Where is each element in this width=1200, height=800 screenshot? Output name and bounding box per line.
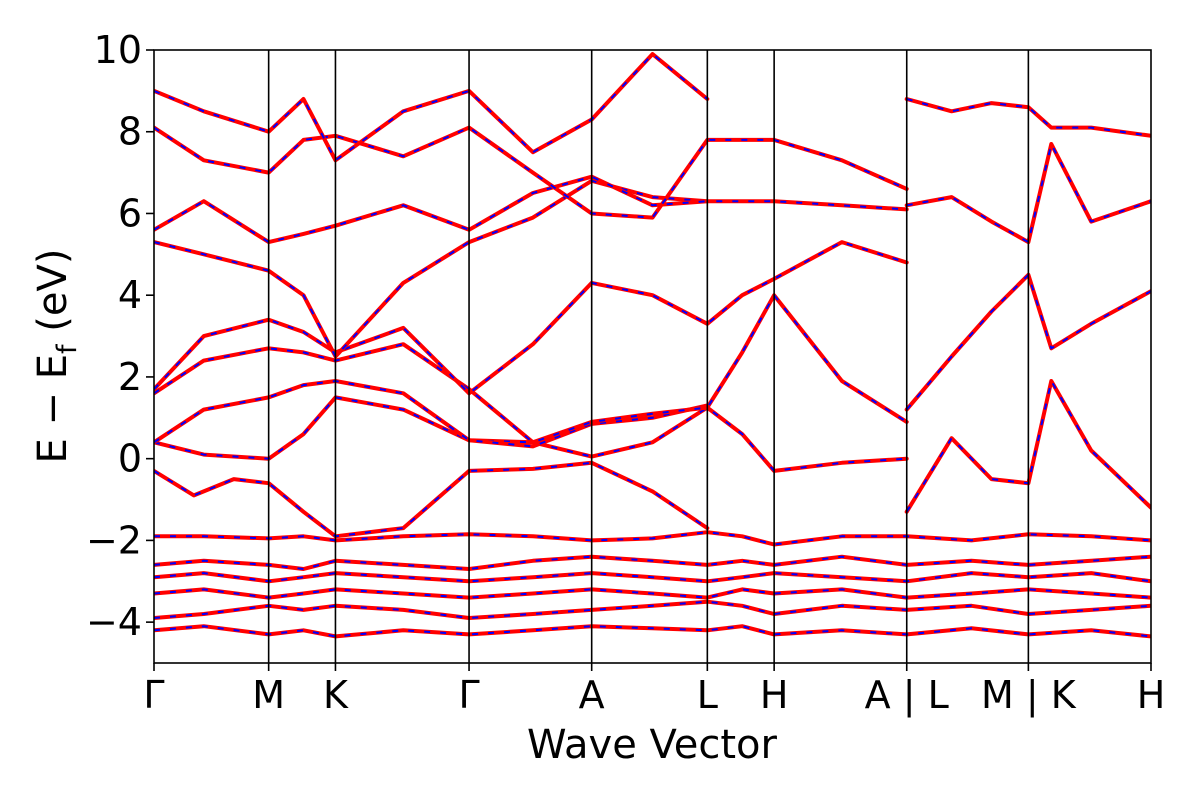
x-tick-label: A <box>579 673 605 717</box>
y-tick-label: 6 <box>118 191 142 235</box>
y-tick-label: 8 <box>118 110 142 154</box>
band-line-dashed <box>154 175 708 244</box>
band-line-solid <box>154 174 710 245</box>
band-line-solid <box>154 379 710 449</box>
band-line-dashed <box>154 241 908 395</box>
band-line-solid <box>154 125 909 220</box>
band-line-dashed <box>154 588 1151 599</box>
band-lines <box>154 52 1151 639</box>
x-tick-label: Γ <box>143 673 164 717</box>
y-tick-label: 2 <box>118 355 142 399</box>
x-tick-label: M | K <box>981 673 1077 718</box>
y-tick-label: 0 <box>118 437 142 481</box>
x-tick-label: H <box>760 673 789 717</box>
band-line-solid <box>154 293 909 445</box>
x-tick-label: A | L <box>865 673 949 718</box>
x-tick-label: Γ <box>458 673 479 717</box>
y-tick-label: −4 <box>86 600 142 644</box>
band-line-dashed <box>154 531 1151 546</box>
band-line-dashed <box>154 600 1151 619</box>
y-axis-label: E − Ef (eV) <box>30 249 83 464</box>
y-tick-label: 10 <box>94 28 142 72</box>
x-axis-label: Wave Vector <box>527 722 778 768</box>
y-tick-label: 4 <box>118 273 142 317</box>
x-tick-label: L <box>697 673 718 717</box>
y-tick-label: −2 <box>86 518 142 562</box>
plot-frame <box>153 49 1152 664</box>
band-line-dashed <box>906 98 1151 137</box>
band-line-dashed <box>154 396 907 472</box>
band-line-solid <box>154 460 710 539</box>
x-tick-label: M <box>252 673 285 717</box>
band-line-dashed <box>154 53 708 162</box>
x-tick-label: H <box>1137 673 1166 717</box>
band-line-dashed <box>154 572 1151 583</box>
band-line-dashed <box>154 555 1151 570</box>
band-line-dashed <box>154 625 1151 638</box>
y-axis-ticks: −4 −2 0 2 4 6 8 10 <box>86 28 154 644</box>
band-line-dashed <box>154 461 708 538</box>
band-line-dashed <box>906 143 1151 244</box>
band-line-solid <box>154 395 909 473</box>
x-tick-label: K <box>323 673 349 717</box>
high-symmetry-lines <box>267 50 1030 663</box>
band-line-dashed <box>154 179 907 358</box>
